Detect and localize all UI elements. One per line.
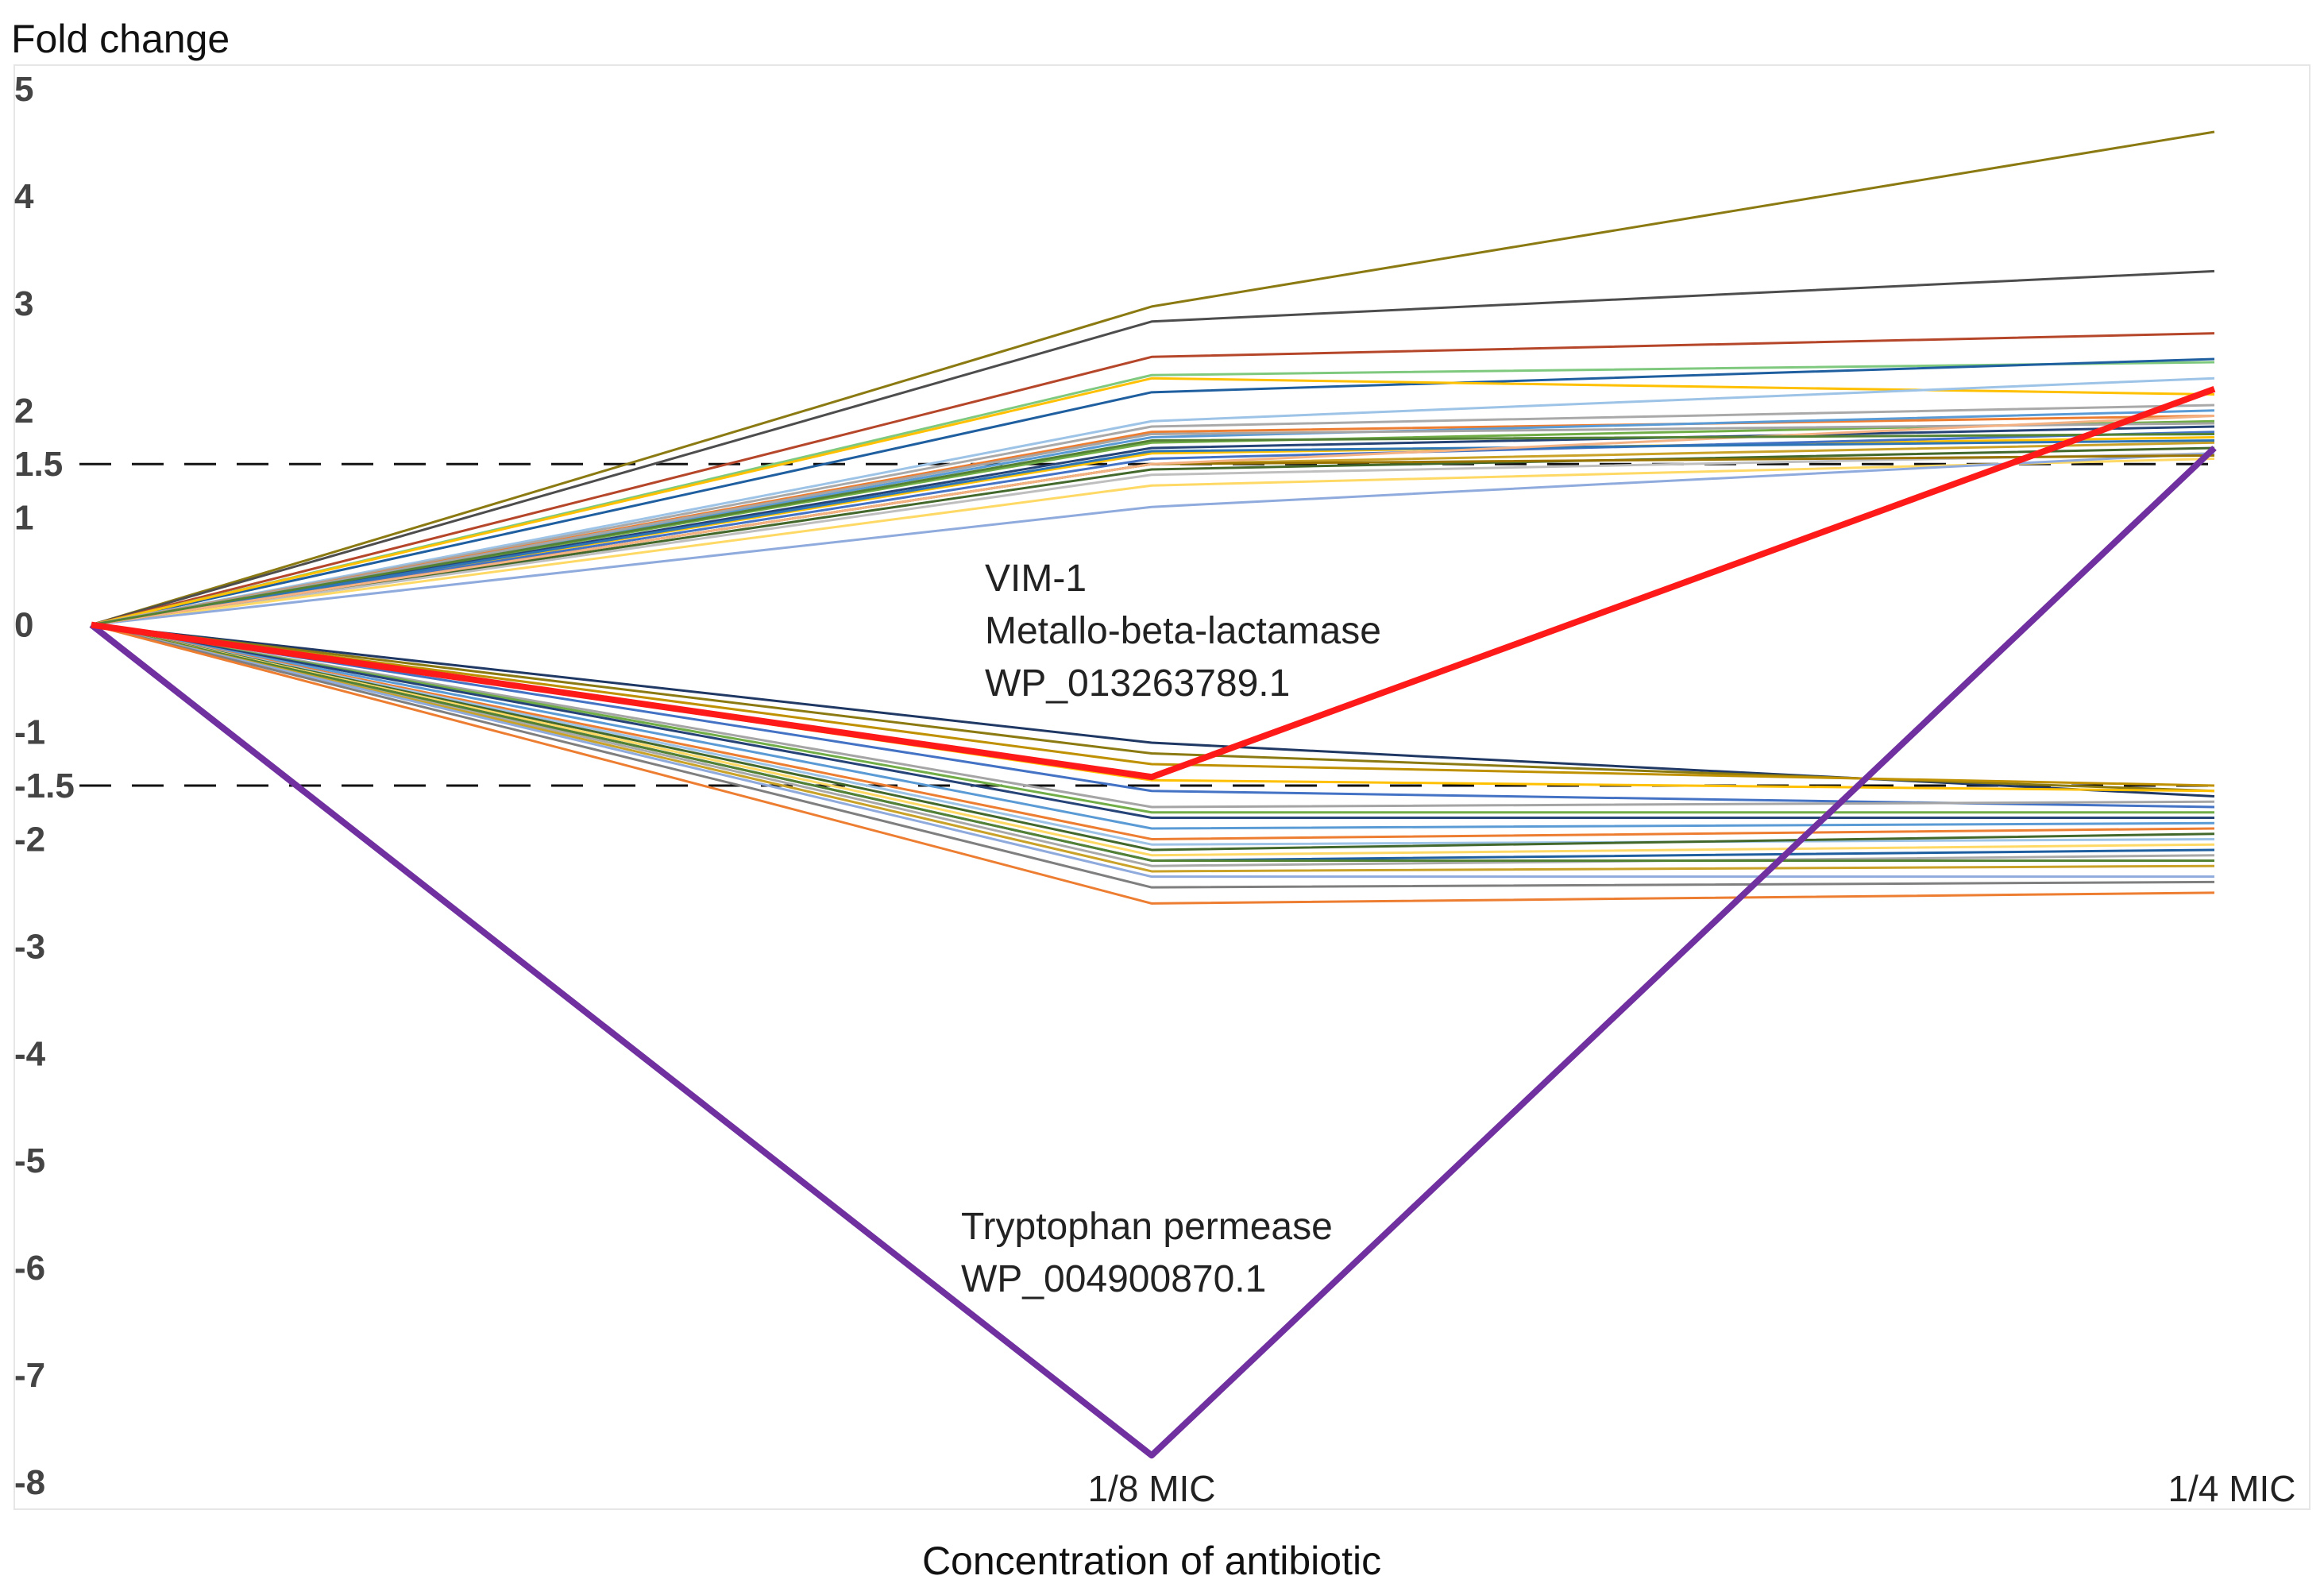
upregulated-series-line bbox=[91, 130, 2215, 627]
upregulated-series-line bbox=[91, 269, 2215, 627]
x-tick-labels: 1/8 MIC 1/4 MIC bbox=[1087, 1468, 2295, 1509]
downregulated-series-line bbox=[91, 624, 2214, 819]
vim-label-line1: VIM-1 bbox=[985, 558, 1087, 600]
y-tick-label: -7 bbox=[14, 1356, 45, 1395]
tryp-label-line1: Tryptophan permease bbox=[961, 1206, 1333, 1248]
tryptophan-permease-line bbox=[89, 446, 2217, 1459]
upregulated-series-line bbox=[91, 439, 2215, 627]
y-tick-label: -3 bbox=[14, 927, 45, 966]
upregulated-series-line bbox=[91, 377, 2215, 627]
upregulated-series-line bbox=[91, 377, 2215, 627]
downregulated-series-line bbox=[91, 624, 2214, 814]
downregulated-series-line bbox=[91, 624, 2215, 840]
downregulated-series-line bbox=[91, 624, 2215, 889]
upregulated-series-line bbox=[91, 446, 2215, 627]
downregulated-series-line bbox=[91, 624, 2215, 857]
y-tick-label: -1 bbox=[14, 713, 45, 752]
y-axis-title: Fold change bbox=[11, 17, 230, 61]
downregulated-series-line bbox=[91, 624, 2215, 873]
y-tick-label: -2 bbox=[14, 820, 45, 859]
upregulated-series-line bbox=[91, 452, 2215, 627]
downregulated-series-line bbox=[91, 624, 2215, 867]
y-tick-label: 3 bbox=[14, 284, 33, 323]
vim1-line bbox=[91, 386, 2216, 781]
downregulated-series-line bbox=[91, 624, 2215, 905]
upregulated-series-line bbox=[91, 432, 2215, 627]
tryptophan-annotation: Tryptophan permease WP_004900870.1 bbox=[961, 1206, 1333, 1300]
y-tick-labels: 5 4 3 2 1.5 1 0 -1 -1.5 -2 -3 -4 -5 -6 -7 -8 bbox=[14, 70, 75, 1502]
y-tick-label: 2 bbox=[14, 392, 33, 431]
vim-label-line3: WP_013263789.1 bbox=[985, 662, 1290, 705]
upregulated-series-line bbox=[91, 357, 2215, 627]
downregulated-series-line bbox=[91, 624, 2215, 852]
y-tick-label: 4 bbox=[14, 177, 34, 216]
tryp-label-line2: WP_004900870.1 bbox=[961, 1258, 1266, 1300]
downregulated-series-line bbox=[91, 624, 2215, 830]
y-tick-label: 0 bbox=[14, 606, 33, 645]
y-tick-label: -6 bbox=[14, 1249, 45, 1288]
downregulated-series-line bbox=[91, 624, 2215, 787]
upregulated-series-line bbox=[91, 422, 2215, 627]
upregulated-series-line bbox=[91, 404, 2215, 627]
downregulated-series-line bbox=[91, 624, 2215, 809]
series-lines bbox=[89, 130, 2217, 1459]
upregulated-series-line bbox=[91, 431, 2215, 627]
y-tick-label: 5 bbox=[14, 70, 33, 109]
y-tick-label: -4 bbox=[14, 1034, 46, 1073]
vim-label-line2: Metallo-beta-lactamase bbox=[985, 610, 1381, 652]
y-tick-label: -1.5 bbox=[14, 767, 75, 805]
x-axis-title: Concentration of antibiotic bbox=[922, 1539, 1381, 1583]
y-tick-label: -8 bbox=[14, 1463, 45, 1502]
y-tick-label: 1.5 bbox=[14, 445, 63, 484]
vim-annotation: VIM-1 Metallo-beta-lactamase WP_01326378… bbox=[985, 558, 1381, 705]
upregulated-series-line bbox=[91, 452, 2215, 627]
downregulated-series-line bbox=[91, 624, 2214, 862]
upregulated-series-line bbox=[91, 415, 2215, 627]
downregulated-series-line bbox=[91, 624, 2214, 879]
downregulated-series-line bbox=[91, 624, 2215, 846]
upregulated-series-line bbox=[91, 457, 2215, 627]
y-tick-label: -5 bbox=[14, 1141, 45, 1180]
downregulated-series-line bbox=[91, 624, 2215, 809]
y-tick-label: 1 bbox=[14, 499, 33, 538]
x-tick-label: 1/8 MIC bbox=[1087, 1468, 1215, 1509]
x-tick-label: 1/4 MIC bbox=[2168, 1468, 2295, 1509]
upregulated-series-line bbox=[91, 332, 2215, 627]
